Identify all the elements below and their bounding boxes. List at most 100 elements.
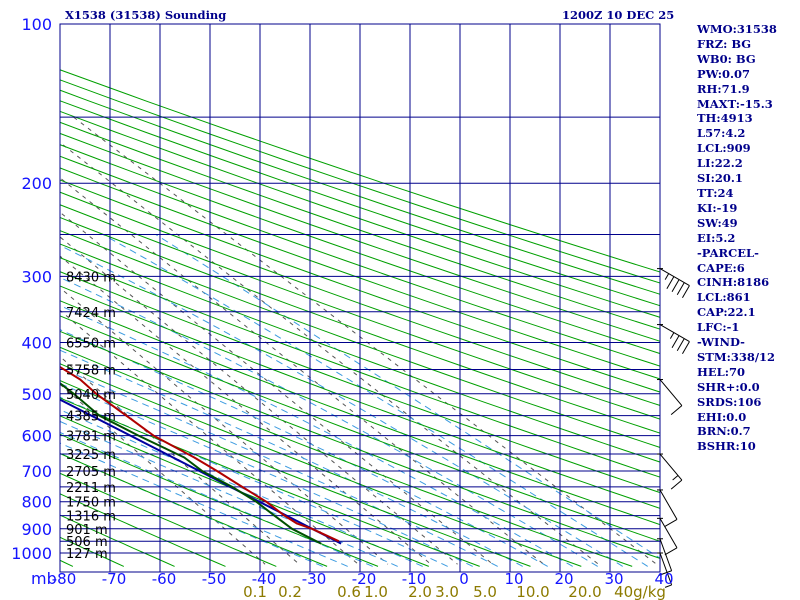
wind-barb-staff (659, 379, 683, 406)
temperature-tick-label: 40 (654, 570, 673, 588)
moist-adiabat (60, 305, 573, 567)
dewpoint-trace (60, 381, 322, 545)
wind-barb-flag (682, 341, 690, 354)
mixing-ratio-line (60, 211, 494, 565)
wind-barb-staff (659, 538, 673, 571)
index-line: SRDS:106 (697, 394, 762, 409)
height-label: 901 m (66, 523, 108, 538)
dry-adiabat (60, 79, 660, 284)
temperature-tick-label: 30 (604, 570, 623, 588)
index-line: PW:0.07 (697, 66, 751, 81)
wind-barb-flag (664, 547, 678, 556)
temperature-trace (60, 365, 340, 543)
temperature-tick-label: -20 (352, 570, 377, 588)
mixing-ratio-label: 20.0 (568, 583, 601, 600)
mixing-ratio-line (60, 177, 545, 565)
dry-adiabat (60, 300, 660, 526)
wind-barb-half-flag (664, 273, 670, 280)
pressure-tick-label: 200 (21, 174, 52, 193)
wind-barb-flag (671, 335, 680, 348)
temperature-tick-label: -50 (202, 570, 227, 588)
height-label: 3781 m (66, 430, 116, 445)
index-line: CAPE:6 (697, 260, 745, 275)
wind-barb-flag (664, 518, 678, 527)
wind-barb-staff (659, 453, 683, 481)
temperature-tick-label: 10 (504, 570, 523, 588)
wind-barb-flag (670, 405, 683, 415)
wind-barb-flag (666, 276, 675, 289)
pressure-tick-label: 900 (21, 520, 52, 539)
mixing-ratio-line (60, 309, 359, 565)
pressure-tick-label: 1000 (11, 544, 52, 563)
mixing-ratio-line (60, 355, 300, 565)
moist-adiabat (60, 420, 398, 567)
moist-adiabat (60, 442, 348, 567)
dry-adiabat (60, 69, 660, 273)
temperature-tick-label: -60 (152, 570, 177, 588)
temperature-tick-label: 0 (459, 570, 469, 588)
temperature-tick-label: -30 (302, 570, 327, 588)
temperature-tick-label: -40 (252, 570, 277, 588)
height-label: 7424 m (66, 306, 116, 321)
dry-adiabat (60, 433, 379, 567)
pressure-tick-label: 700 (21, 462, 52, 481)
wind-barb (657, 379, 683, 415)
pressure-tick-label: 800 (21, 493, 52, 512)
indices-panel: WMO:31538 FRZ: BG WB0: BG PW:0.07 RH:71.9 MAX… (697, 22, 797, 454)
dry-adiabat (60, 167, 660, 380)
wind-barb (657, 268, 690, 298)
wind-barb-half-flag (672, 475, 679, 481)
dry-adiabat (60, 100, 660, 307)
height-label: 5758 m (66, 364, 116, 379)
mixing-ratio-label: 10.0 (516, 583, 549, 600)
dry-adiabat (60, 216, 660, 434)
mixing-ratio-label: 3.0 (435, 583, 459, 600)
mixing-ratio-label: 0.6 (337, 583, 361, 600)
index-line: L57:4.2 (697, 126, 746, 141)
index-line: KI:-19 (697, 200, 738, 215)
height-label: 506 m (66, 535, 108, 550)
dry-adiabat (60, 121, 660, 330)
temperature-tick-label: -70 (102, 570, 127, 588)
wind-barb-flag (671, 279, 680, 292)
index-line: EHI:0.0 (697, 409, 747, 424)
index-line: CAP:22.1 (697, 305, 756, 320)
index-line: -WIND- (697, 335, 745, 350)
dry-adiabat (60, 559, 74, 567)
pressure-tick-label: 400 (21, 333, 52, 352)
index-line: SHR+:0.0 (697, 379, 760, 394)
index-line: LCL:909 (697, 141, 751, 156)
index-line: MAXT:-15.3 (697, 96, 773, 111)
index-line: FRZ: BG (697, 36, 752, 51)
mixing-ratio-label: 40g/kg (614, 583, 666, 600)
temperature-tick-label: 20 (554, 570, 573, 588)
index-line: LI:22.2 (697, 156, 743, 171)
index-line: TT:24 (697, 185, 734, 200)
wind-barb-staff (659, 552, 673, 586)
dry-adiabat (60, 285, 660, 509)
wind-barb (657, 552, 673, 588)
wind-barb (657, 489, 678, 527)
dry-adiabat (60, 271, 660, 494)
pressure-tick-label: 500 (21, 385, 52, 404)
index-line: TH:4913 (697, 111, 753, 126)
dry-adiabat (60, 155, 660, 367)
dry-adiabat (60, 89, 660, 295)
moist-adiabat (60, 409, 423, 567)
index-line: WMO:31538 (697, 22, 777, 36)
index-line: HEL:70 (697, 364, 745, 379)
dry-adiabat (60, 415, 429, 567)
wind-barb-flag (682, 285, 690, 298)
mixing-ratio-line (60, 236, 458, 565)
height-label: 2705 m (66, 465, 116, 480)
index-line: LFC:-1 (697, 320, 740, 335)
height-label: 127 m (66, 547, 108, 562)
dry-adiabat (60, 110, 660, 318)
index-line: BSHR:10 (697, 439, 756, 454)
mixing-ratio-line (60, 255, 432, 565)
dry-adiabat (60, 179, 660, 393)
station-title: X1538 (31538) Sounding (65, 8, 227, 22)
index-line: SW:49 (697, 215, 738, 230)
height-label: 3225 m (66, 448, 116, 463)
